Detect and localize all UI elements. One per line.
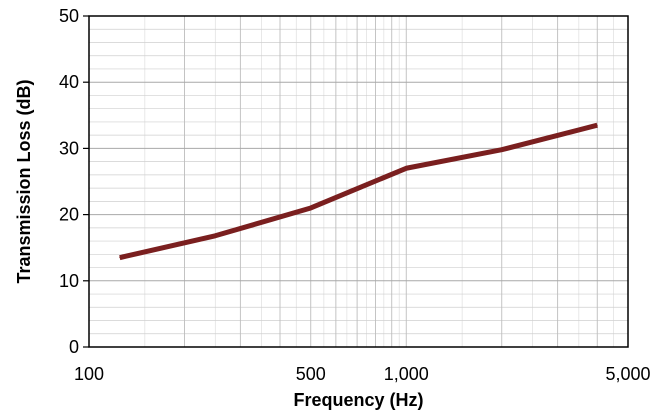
data-point [405, 167, 407, 169]
y-tick-label: 40 [59, 72, 79, 92]
y-tick-label: 30 [59, 138, 79, 158]
x-axis-title: Frequency (Hz) [293, 390, 423, 410]
y-tick-label: 20 [59, 205, 79, 225]
tick-labels: 0 10 20 30 40 50 100 500 1,000 5,000 [59, 6, 651, 384]
data-point [310, 207, 312, 209]
major-gridlines [89, 16, 628, 347]
data-point [501, 149, 503, 151]
y-tick-label: 0 [69, 337, 79, 357]
y-axis-title: Transmission Loss (dB) [14, 79, 34, 283]
y-tick-label: 10 [59, 271, 79, 291]
series-line [119, 122, 598, 261]
x-tick-label: 500 [296, 364, 326, 384]
x-tick-label: 100 [74, 364, 104, 384]
data-point [214, 235, 216, 237]
minor-gridlines [89, 16, 628, 347]
x-tick-label: 1,000 [384, 364, 429, 384]
y-tick-label: 50 [59, 6, 79, 26]
series-layer [119, 122, 598, 261]
plot-frame [88, 15, 629, 348]
data-point [119, 257, 121, 259]
x-tick-label: 5,000 [605, 364, 650, 384]
data-point [596, 124, 598, 126]
